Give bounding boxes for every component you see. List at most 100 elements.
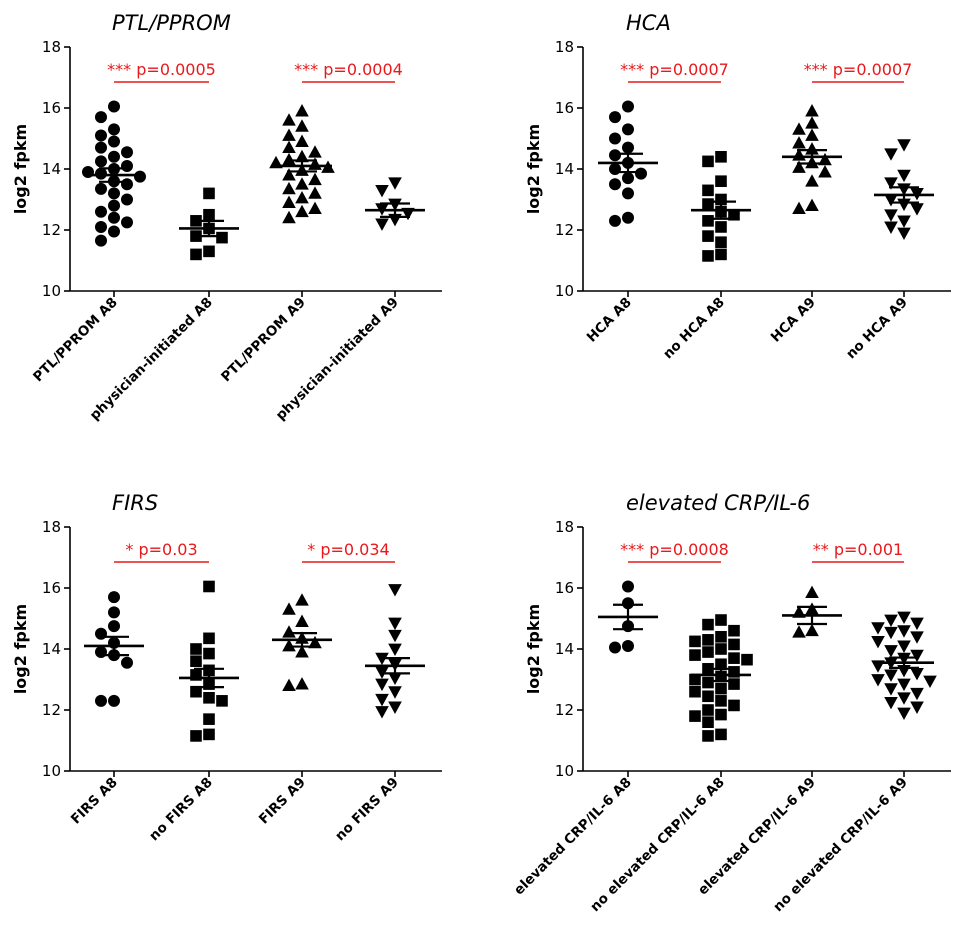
data-point [282, 181, 296, 195]
y-tick-label: 12 [42, 701, 61, 719]
data-point [622, 187, 634, 200]
data-point [884, 221, 898, 234]
data-point [728, 678, 740, 690]
data-point [121, 178, 133, 191]
data-point [190, 248, 202, 261]
data-point [203, 187, 215, 200]
data-point [308, 201, 322, 215]
data-point [805, 198, 819, 211]
data-point [95, 234, 107, 247]
data-point [190, 655, 202, 667]
data-point [108, 199, 120, 212]
data-point [282, 152, 296, 166]
data-point [910, 701, 924, 714]
data-point [884, 209, 898, 222]
data-point [728, 208, 740, 221]
data-point [108, 187, 120, 200]
y-tick-label: 16 [555, 579, 574, 597]
group-3: FIRS A9 [256, 593, 332, 827]
data-point [702, 618, 714, 631]
panel-3: FIRS log2 fpkm 10 12 14 16 18 FIRS A8 no FIRS A8… [11, 491, 442, 844]
data-point [818, 152, 832, 166]
data-point [203, 208, 215, 221]
data-point [897, 169, 911, 183]
y-tick-label: 10 [42, 762, 61, 780]
group-4: no HCA A9 [843, 139, 934, 362]
x-tick-label: no HCA A8 [660, 295, 728, 363]
data-point [702, 230, 714, 242]
data-point [295, 204, 309, 218]
data-point [884, 683, 898, 696]
data-point [375, 706, 389, 719]
data-point [884, 645, 898, 658]
group-4: no FIRS A9 [332, 584, 425, 844]
data-point [884, 626, 898, 640]
data-point [702, 184, 714, 197]
panel-1: PTL/PPROM log2 fpkm 10 12 14 16 18 PTL/PPROM A8… [11, 11, 442, 424]
data-point [216, 695, 228, 707]
data-point [95, 694, 107, 707]
data-point [715, 193, 727, 206]
data-point [295, 645, 309, 658]
data-point [622, 123, 634, 136]
data-point [108, 694, 120, 707]
data-point [203, 245, 215, 258]
group-4: no elevated CRP/IL-6 A9 [770, 611, 937, 915]
data-point [609, 132, 621, 145]
significance-label: *** p=0.0004 [294, 60, 403, 79]
data-point [295, 119, 309, 132]
data-point [282, 113, 296, 126]
data-point [308, 186, 322, 199]
data-point [622, 580, 634, 593]
data-point [308, 635, 322, 649]
group-1: PTL/PPROM A8 [30, 100, 146, 385]
significance-label: ** p=0.001 [813, 540, 903, 559]
data-point [871, 635, 885, 649]
y-tick-label: 18 [42, 518, 61, 536]
data-point [715, 643, 727, 655]
x-tick-label: FIRS A8 [68, 775, 121, 828]
data-point [216, 231, 228, 244]
data-point [295, 677, 309, 690]
data-point [134, 170, 146, 183]
data-point [295, 134, 309, 147]
data-point [715, 614, 727, 626]
data-point [108, 225, 120, 238]
group-1: FIRS A8 [68, 591, 144, 827]
data-point [728, 638, 740, 651]
x-tick-label: HCA A8 [584, 295, 635, 346]
data-point [715, 631, 727, 643]
data-point [702, 646, 714, 658]
y-tick-label: 18 [555, 38, 574, 56]
y-tick-label: 14 [42, 160, 61, 178]
data-point [203, 580, 215, 593]
data-point [728, 624, 740, 637]
data-point [282, 678, 296, 691]
y-tick-label: 12 [42, 221, 61, 239]
data-point [910, 203, 924, 216]
data-point [897, 625, 911, 638]
y-tick-label: 12 [555, 221, 574, 239]
data-point [728, 699, 740, 712]
data-point [375, 218, 389, 231]
data-point [282, 128, 296, 141]
y-tick-label: 16 [42, 99, 61, 117]
data-point [715, 708, 727, 721]
data-point [715, 151, 727, 163]
data-point [308, 172, 322, 186]
data-point [622, 639, 634, 652]
data-point [388, 584, 402, 597]
data-point [702, 716, 714, 728]
data-point [108, 100, 120, 113]
group-1: HCA A8 [584, 100, 658, 346]
data-point [609, 111, 621, 124]
data-point [622, 172, 634, 185]
data-point [805, 585, 819, 598]
data-point [375, 693, 389, 707]
data-point [388, 643, 402, 656]
data-point [121, 159, 133, 172]
significance-label: *** p=0.0007 [620, 60, 729, 79]
group-2: no HCA A8 [660, 151, 751, 362]
data-point [282, 168, 296, 181]
data-point [295, 614, 309, 627]
